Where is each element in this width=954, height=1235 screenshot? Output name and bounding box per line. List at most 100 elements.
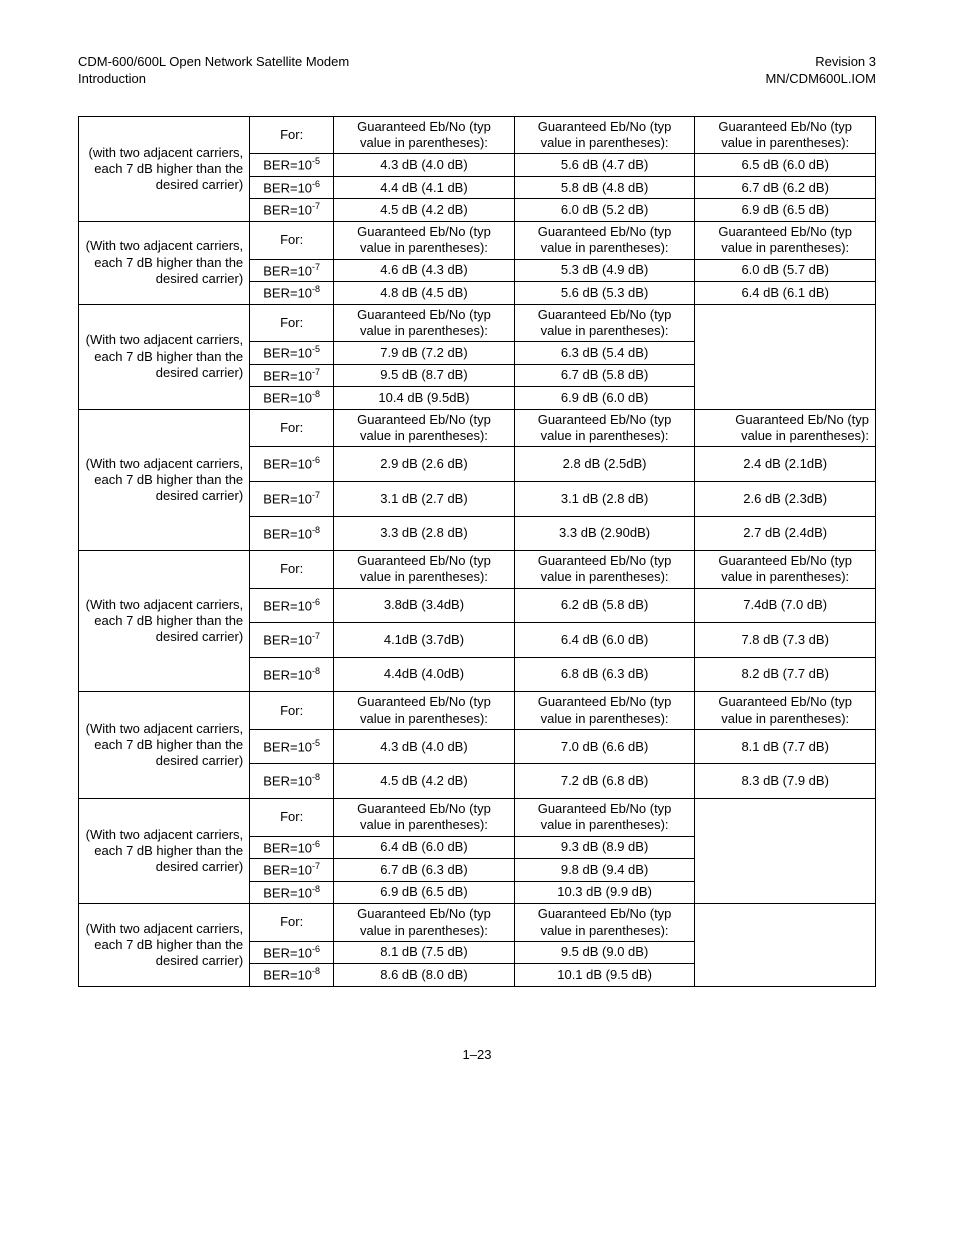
value-cell: 6.0 dB (5.7 dB) (695, 259, 876, 282)
col-header: Guaranteed Eb/No (typ value in parenthes… (514, 904, 695, 942)
value-cell: 8.1 dB (7.7 dB) (695, 729, 876, 764)
page-header: CDM-600/600L Open Network Satellite Mode… (78, 54, 876, 88)
for-label: For: (250, 692, 334, 730)
value-cell: 3.1 dB (2.8 dB) (514, 481, 695, 516)
value-cell: 6.9 dB (6.5 dB) (334, 881, 515, 904)
col-header: Guaranteed Eb/No (typ value in parenthes… (514, 799, 695, 837)
value-cell: 6.7 dB (5.8 dB) (514, 364, 695, 387)
value-cell: 3.3 dB (2.90dB) (514, 516, 695, 551)
col-header: Guaranteed Eb/No (typ value in parenthes… (695, 222, 876, 260)
ber-cell: BER=10-6 (250, 447, 334, 482)
for-label: For: (250, 799, 334, 837)
value-cell: 9.5 dB (9.0 dB) (514, 941, 695, 964)
ber-cell: BER=10-7 (250, 859, 334, 882)
value-cell: 4.3 dB (4.0 dB) (334, 154, 515, 177)
col-header: Guaranteed Eb/No (typ value in parenthes… (695, 692, 876, 730)
ber-cell: BER=10-5 (250, 342, 334, 365)
ber-cell: BER=10-8 (250, 964, 334, 987)
value-cell: 10.1 dB (9.5 dB) (514, 964, 695, 987)
page-footer: 1–23 (78, 1047, 876, 1062)
value-cell: 7.2 dB (6.8 dB) (514, 764, 695, 799)
value-cell: 4.5 dB (4.2 dB) (334, 764, 515, 799)
ber-cell: BER=10-8 (250, 881, 334, 904)
block-desc: (With two adjacent carriers, each 7 dB h… (79, 799, 250, 904)
value-cell: 9.5 dB (8.7 dB) (334, 364, 515, 387)
col-header: Guaranteed Eb/No (typ value in parenthes… (695, 551, 876, 589)
ber-cell: BER=10-6 (250, 941, 334, 964)
block-desc: (With two adjacent carriers, each 7 dB h… (79, 304, 250, 409)
col-header: Guaranteed Eb/No (typ value in parenthes… (514, 551, 695, 589)
col-header: Guaranteed Eb/No (typ value in parenthes… (514, 692, 695, 730)
ber-cell: BER=10-5 (250, 729, 334, 764)
block-desc: (With two adjacent carriers, each 7 dB h… (79, 222, 250, 305)
col-header: Guaranteed Eb/No (typ value in parenthes… (514, 409, 695, 447)
col-header: Guaranteed Eb/No (typ value in parenthes… (514, 116, 695, 154)
ber-cell: BER=10-7 (250, 199, 334, 222)
value-cell: 10.4 dB (9.5dB) (334, 387, 515, 410)
value-cell: 2.7 dB (2.4dB) (695, 516, 876, 551)
for-label: For: (250, 904, 334, 942)
value-cell: 6.3 dB (5.4 dB) (514, 342, 695, 365)
header-right: Revision 3 MN/CDM600L.IOM (765, 54, 876, 88)
value-cell: 10.3 dB (9.9 dB) (514, 881, 695, 904)
empty-cell (695, 904, 876, 987)
value-cell: 2.9 dB (2.6 dB) (334, 447, 515, 482)
value-cell: 6.4 dB (6.1 dB) (695, 282, 876, 305)
value-cell: 4.6 dB (4.3 dB) (334, 259, 515, 282)
value-cell: 6.9 dB (6.5 dB) (695, 199, 876, 222)
header-left: CDM-600/600L Open Network Satellite Mode… (78, 54, 349, 88)
value-cell: 7.0 dB (6.6 dB) (514, 729, 695, 764)
ber-cell: BER=10-7 (250, 364, 334, 387)
value-cell: 4.4 dB (4.1 dB) (334, 176, 515, 199)
ber-cell: BER=10-7 (250, 623, 334, 658)
ber-cell: BER=10-6 (250, 588, 334, 623)
ber-cell: BER=10-5 (250, 154, 334, 177)
value-cell: 9.8 dB (9.4 dB) (514, 859, 695, 882)
value-cell: 8.2 dB (7.7 dB) (695, 657, 876, 692)
col-header: Guaranteed Eb/No (typ value in parenthes… (334, 409, 515, 447)
value-cell: 2.6 dB (2.3dB) (695, 481, 876, 516)
value-cell: 5.6 dB (5.3 dB) (514, 282, 695, 305)
ber-cell: BER=10-7 (250, 259, 334, 282)
value-cell: 5.8 dB (4.8 dB) (514, 176, 695, 199)
ber-cell: BER=10-8 (250, 387, 334, 410)
value-cell: 4.8 dB (4.5 dB) (334, 282, 515, 305)
value-cell: 6.9 dB (6.0 dB) (514, 387, 695, 410)
ber-cell: BER=10-7 (250, 481, 334, 516)
for-label: For: (250, 409, 334, 447)
value-cell: 6.5 dB (6.0 dB) (695, 154, 876, 177)
value-cell: 4.3 dB (4.0 dB) (334, 729, 515, 764)
value-cell: 7.4dB (7.0 dB) (695, 588, 876, 623)
block-desc: (With two adjacent carriers, each 7 dB h… (79, 692, 250, 799)
value-cell: 2.4 dB (2.1dB) (695, 447, 876, 482)
block-desc: (With two adjacent carriers, each 7 dB h… (79, 904, 250, 987)
ber-cell: BER=10-8 (250, 516, 334, 551)
col-header: Guaranteed Eb/No (typ value in parenthes… (334, 551, 515, 589)
value-cell: 2.8 dB (2.5dB) (514, 447, 695, 482)
value-cell: 3.3 dB (2.8 dB) (334, 516, 515, 551)
value-cell: 7.8 dB (7.3 dB) (695, 623, 876, 658)
col-header: Guaranteed Eb/No (typ value in parenthes… (334, 304, 515, 342)
empty-cell (695, 304, 876, 409)
col-header: Guaranteed Eb/No (typ value in parenthes… (334, 692, 515, 730)
value-cell: 6.7 dB (6.3 dB) (334, 859, 515, 882)
value-cell: 8.6 dB (8.0 dB) (334, 964, 515, 987)
ber-cell: BER=10-6 (250, 836, 334, 859)
ber-cell: BER=10-8 (250, 657, 334, 692)
value-cell: 5.3 dB (4.9 dB) (514, 259, 695, 282)
col-header: Guaranteed Eb/No (typ value in parenthes… (334, 222, 515, 260)
value-cell: 6.4 dB (6.0 dB) (334, 836, 515, 859)
value-cell: 4.5 dB (4.2 dB) (334, 199, 515, 222)
value-cell: 6.2 dB (5.8 dB) (514, 588, 695, 623)
value-cell: 4.4dB (4.0dB) (334, 657, 515, 692)
value-cell: 8.1 dB (7.5 dB) (334, 941, 515, 964)
value-cell: 7.9 dB (7.2 dB) (334, 342, 515, 365)
value-cell: 6.8 dB (6.3 dB) (514, 657, 695, 692)
col-header: Guaranteed Eb/No (typ value in parenthes… (334, 904, 515, 942)
doc-section: Introduction (78, 71, 349, 88)
doc-title: CDM-600/600L Open Network Satellite Mode… (78, 54, 349, 71)
col-header: Guaranteed Eb/No (typ value in parenthes… (514, 222, 695, 260)
ber-cell: BER=10-8 (250, 764, 334, 799)
doc-number: MN/CDM600L.IOM (765, 71, 876, 88)
block-desc: (with two adjacent carriers, each 7 dB h… (79, 116, 250, 221)
